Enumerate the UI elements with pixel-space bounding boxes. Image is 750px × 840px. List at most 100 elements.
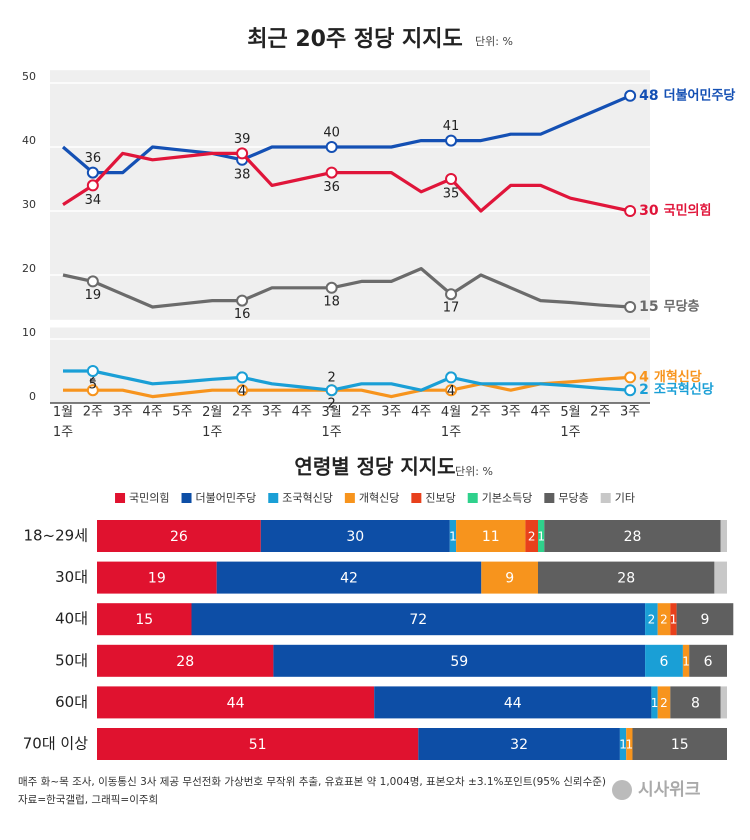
- point-marker: [236, 384, 249, 397]
- segment-label: 15: [671, 737, 689, 753]
- segment-label: 9: [505, 571, 514, 587]
- point-marker: [624, 384, 637, 397]
- logo-icon: [612, 780, 632, 800]
- x-tick-label: 1월 1주: [53, 405, 73, 440]
- legend-label: 개혁신당: [359, 492, 399, 505]
- segment-label: 1: [670, 613, 678, 627]
- bar-segment: [689, 644, 727, 677]
- bar-segment: [97, 561, 217, 594]
- x-tick-label: 2주: [351, 405, 371, 420]
- x-tick-label: 2주: [471, 405, 491, 420]
- x-tick-label: 3주: [620, 405, 640, 420]
- x-tick-label-line: 1주: [441, 425, 461, 440]
- point-marker: [624, 205, 637, 217]
- legend-swatch: [268, 493, 279, 503]
- legend-label: 국민의힘: [129, 492, 169, 505]
- footer-note: 매주 화~목 조사, 이동통신 3사 제공 무선전화 가상번호 무작위 추출, …: [18, 775, 606, 788]
- segment-label: 1: [651, 696, 659, 710]
- x-tick-label-line: 1주: [322, 425, 342, 440]
- x-tick-label-line: 1주: [560, 425, 580, 440]
- segment-label: 42: [340, 571, 358, 587]
- x-tick-label: 3주: [113, 405, 133, 420]
- segment-label: 2: [648, 613, 656, 627]
- y-tick-label: 20: [22, 262, 36, 275]
- line-series: [62, 267, 631, 309]
- y-tick-label: 30: [22, 198, 36, 211]
- legend-swatch: [411, 493, 422, 503]
- x-tick-label: 2주: [232, 405, 252, 420]
- segment-label: 28: [617, 571, 635, 587]
- segment-label: 2: [660, 613, 668, 627]
- bar-segment: [97, 686, 375, 719]
- x-tick-label: 3월 1주: [322, 405, 342, 440]
- point-marker: [86, 179, 99, 192]
- bar-segment: [449, 520, 457, 552]
- value-label: 5: [89, 378, 97, 393]
- point-marker: [236, 294, 249, 307]
- segment-label: 8: [691, 695, 700, 711]
- bar-segment: [97, 644, 274, 677]
- point-marker: [325, 166, 338, 179]
- segment-label: 9: [700, 612, 709, 628]
- segment-label: 1: [682, 654, 690, 668]
- bar-segment: [632, 728, 727, 760]
- point-marker: [325, 281, 338, 294]
- segment-label: 44: [227, 695, 245, 711]
- segment-label: 32: [510, 737, 528, 753]
- bar-segment: [216, 561, 482, 594]
- y-tick-label: 0: [29, 390, 36, 403]
- end-series-label: 더불어민주당: [664, 87, 736, 103]
- point-marker: [236, 371, 249, 384]
- segment-label: 44: [504, 695, 522, 711]
- bar-segment: [544, 520, 721, 552]
- point-marker: [86, 365, 99, 377]
- chart-title: 최근 20주 정당 지지도: [247, 27, 463, 52]
- end-value-label: 2: [639, 382, 649, 398]
- bar-segment: [97, 728, 419, 760]
- point-marker: [86, 384, 99, 397]
- y-tick-label: 10: [22, 326, 36, 339]
- legend-swatch: [544, 493, 555, 503]
- x-tick-label: 2월 1주: [202, 405, 222, 440]
- value-label: 41: [443, 119, 460, 134]
- legend-swatch: [600, 493, 611, 503]
- legend-label: 기타: [615, 492, 635, 505]
- point-marker: [624, 89, 637, 102]
- x-tick-label: 4주: [142, 405, 162, 420]
- bar-segment: [626, 728, 633, 760]
- end-value-label: 4: [639, 369, 649, 385]
- x-tick-label-line: 3월: [322, 405, 342, 420]
- legend-swatch: [181, 493, 192, 503]
- point-marker: [445, 384, 458, 397]
- legend-swatch: [344, 493, 355, 503]
- bar-segment: [714, 561, 727, 594]
- bar-segment: [260, 520, 450, 552]
- bar-segment: [619, 728, 627, 760]
- value-label: 39: [234, 132, 251, 147]
- end-series-label: 국민의힘: [664, 203, 712, 219]
- bar-segment: [538, 520, 545, 552]
- point-marker: [445, 173, 458, 185]
- point-marker: [86, 166, 99, 179]
- value-label: 36: [85, 151, 102, 166]
- segment-label: 26: [170, 529, 188, 545]
- x-tick-label: 3주: [381, 405, 401, 420]
- value-label: 4: [447, 384, 455, 399]
- value-label: 2: [328, 397, 336, 412]
- segment-label: 6: [660, 654, 669, 670]
- bar-segment: [191, 603, 646, 636]
- bar-segment: [657, 686, 671, 719]
- x-tick-label: 5주: [172, 405, 192, 420]
- segment-label: 51: [249, 737, 267, 753]
- segment-label: 1: [537, 530, 545, 544]
- category-label: 60대: [55, 693, 88, 711]
- segment-label: 28: [176, 654, 194, 670]
- unit-label: 단위: %: [455, 465, 493, 478]
- bar-segment: [676, 603, 734, 636]
- bar-segment: [97, 520, 261, 552]
- x-tick-label: 3주: [262, 405, 282, 420]
- bar-segment: [374, 686, 652, 719]
- value-label: 2: [328, 371, 336, 386]
- bar-segment: [682, 644, 690, 677]
- value-label: 17: [443, 301, 460, 316]
